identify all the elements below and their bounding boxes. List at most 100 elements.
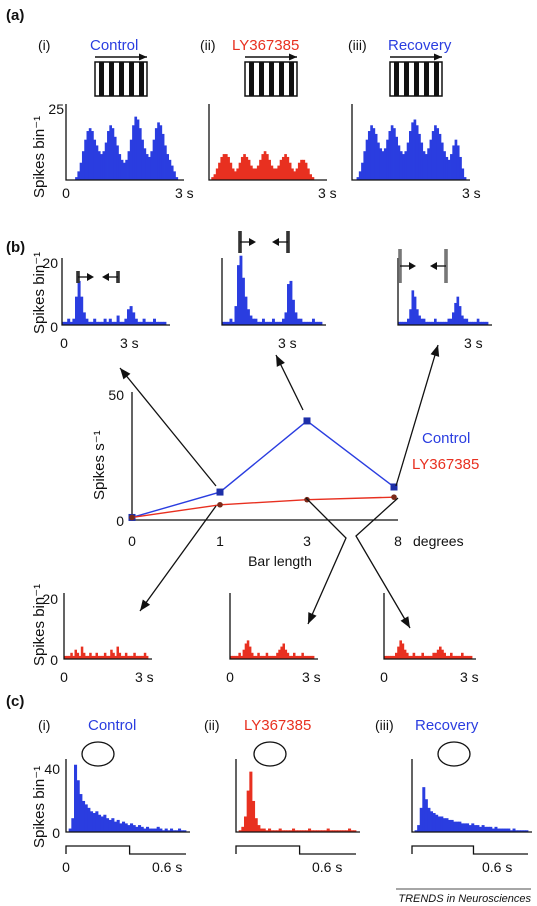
histogram-bin — [92, 813, 96, 832]
histogram-bin — [116, 646, 119, 659]
histogram-bin — [494, 826, 498, 833]
histogram-bin — [106, 321, 110, 325]
histogram-bin — [288, 655, 292, 659]
connector-arrow — [305, 497, 347, 625]
histogram-bin — [256, 165, 260, 180]
histogram-bin — [311, 177, 315, 180]
c-histogram-ly367385 — [235, 759, 360, 855]
histogram-bin — [458, 306, 462, 325]
histogram-bin — [406, 652, 409, 659]
b-bot-xtick-0a: 0 — [60, 669, 68, 685]
histogram-bin — [116, 145, 119, 180]
histogram-bin — [422, 318, 426, 325]
histogram-bin — [442, 818, 446, 832]
panel-a: (i) Control (ii) LY367385 (iii) Recovery… — [31, 37, 481, 201]
histogram-bin — [240, 156, 244, 180]
histogram-bin — [232, 655, 235, 659]
histogram-bin — [240, 655, 243, 659]
histogram-bin — [404, 151, 408, 180]
grating-stripe — [269, 62, 274, 96]
histogram-bin — [222, 321, 225, 325]
histogram-bin — [334, 830, 338, 832]
histogram-bin — [238, 162, 242, 180]
histogram-axis — [411, 759, 532, 833]
histogram-bin — [416, 309, 419, 325]
histogram-bin — [234, 655, 237, 659]
histogram-bin — [358, 171, 362, 180]
histogram-bin — [299, 318, 303, 325]
c-ytick-0: 0 — [52, 825, 60, 841]
histogram-bin — [522, 830, 526, 832]
b-histogram-ly-1deg — [63, 593, 152, 660]
histogram-bin — [111, 128, 115, 180]
histogram-bin — [130, 823, 134, 833]
histogram-bin — [109, 125, 112, 180]
a-ylabel: Spikes bin⁻¹ — [31, 116, 48, 198]
histogram-bin — [377, 142, 380, 180]
histogram-axis — [61, 258, 170, 326]
histogram-bin — [410, 655, 413, 659]
histogram-bin — [447, 655, 451, 659]
histogram-bin — [123, 162, 126, 180]
histogram-bin — [118, 154, 122, 180]
histogram-bin — [263, 655, 267, 659]
histogram-bin — [69, 321, 73, 325]
histogram-bin — [413, 119, 417, 180]
histogram-bin — [379, 148, 383, 180]
connector-arrow-head — [308, 612, 317, 624]
a-ytick-top: 25 — [48, 101, 64, 117]
histogram-bin — [390, 655, 394, 659]
motion-arrow-head — [289, 53, 297, 61]
a-ii-label: (ii) — [200, 37, 216, 53]
histogram-bin — [310, 830, 314, 832]
histogram-bin — [82, 312, 86, 325]
histogram-bin — [403, 649, 407, 659]
histogram-bin — [476, 318, 480, 325]
histogram-bin — [319, 321, 323, 325]
histogram-bin — [260, 828, 264, 832]
grating-stripe — [434, 62, 439, 96]
c-iii-condition: Recovery — [415, 717, 479, 734]
histogram-bin — [252, 318, 255, 325]
histogram-bin — [80, 646, 84, 659]
histogram-bin — [284, 830, 288, 832]
histogram-bin — [93, 318, 97, 325]
histogram-bin — [234, 171, 237, 180]
stimulus-timing-trace — [65, 845, 186, 855]
histogram-bin — [309, 174, 312, 180]
histogram-bin — [421, 652, 424, 659]
histogram-bin — [425, 655, 429, 659]
histogram-bin — [254, 318, 258, 325]
histogram-bin — [140, 321, 143, 325]
histogram-bin — [326, 828, 330, 832]
b-bottom-ytick-0: 0 — [50, 652, 58, 668]
histogram-bin — [502, 828, 506, 832]
histogram-bin — [447, 318, 451, 325]
a-histogram-recovery — [351, 104, 470, 181]
histogram-bin — [414, 830, 418, 832]
histogram-bin — [108, 318, 112, 325]
histogram-bin — [456, 655, 460, 659]
histogram-bin — [64, 321, 68, 325]
histogram-bin — [259, 321, 263, 325]
stimulus-timing-trace — [411, 845, 528, 855]
histogram-bin — [461, 315, 464, 325]
histogram-bin — [479, 321, 482, 325]
histogram-bin — [238, 830, 242, 832]
histogram-bin — [121, 321, 125, 325]
a-iii-condition: Recovery — [388, 37, 452, 54]
histogram-bin — [151, 828, 155, 832]
histogram-bin — [175, 830, 179, 832]
histogram-bin — [309, 321, 313, 325]
histogram-bin — [429, 321, 433, 325]
histogram-bin — [222, 154, 226, 180]
histogram-bin — [77, 280, 81, 325]
histogram-bin — [158, 321, 162, 325]
grating-stripe — [394, 62, 399, 96]
histogram-bin — [213, 174, 217, 180]
histogram-bin — [272, 168, 276, 180]
histogram-bin — [167, 830, 171, 832]
data-point — [391, 494, 397, 500]
histogram-bin — [134, 116, 138, 180]
histogram-bin — [294, 830, 298, 832]
